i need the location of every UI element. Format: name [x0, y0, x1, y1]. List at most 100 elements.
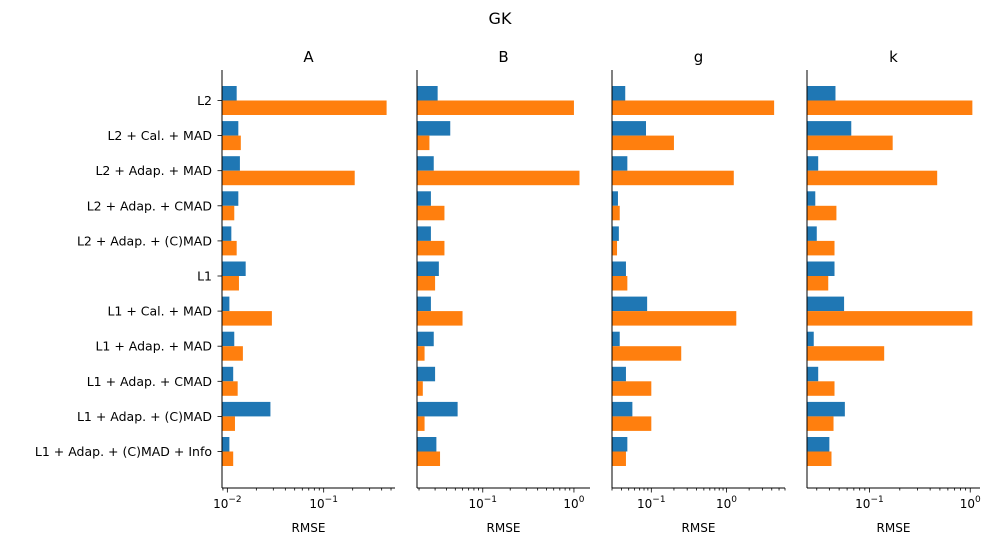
panel-title: g	[694, 48, 704, 66]
bar-series2	[222, 100, 387, 115]
bar-series2	[612, 451, 626, 466]
bar-series1	[612, 296, 648, 312]
bar-series1	[807, 296, 845, 312]
bar-series2	[417, 240, 445, 256]
bar-series1	[417, 366, 436, 382]
bar-series1	[612, 121, 647, 136]
category-label: L2 + Adap. + (C)MAD	[77, 233, 212, 248]
bar-series1	[222, 401, 271, 417]
bar-series1	[807, 156, 819, 171]
category-label: L1 + Cal. + MAD	[107, 304, 212, 319]
bar-series2	[612, 346, 682, 361]
bar-series2	[222, 205, 235, 221]
bar-series1	[807, 86, 836, 101]
bar-series2	[222, 240, 237, 256]
x-axis-label: RMSE	[682, 521, 716, 535]
bar-series2	[807, 451, 832, 466]
bar-series2	[222, 135, 241, 151]
bar-series2	[612, 381, 652, 396]
bar-series2	[417, 205, 445, 221]
x-tick-label: 10−1	[855, 495, 884, 511]
bar-series1	[612, 401, 633, 417]
panel-title: A	[303, 48, 314, 66]
bar-series2	[417, 100, 574, 115]
category-label: L2 + Adap. + CMAD	[87, 198, 212, 213]
bar-series2	[417, 276, 436, 291]
x-axis-label: RMSE	[877, 521, 911, 535]
bar-series2	[612, 170, 734, 186]
bar-series2	[807, 311, 973, 326]
category-label: L1	[197, 269, 212, 284]
bar-series2	[807, 276, 829, 291]
bar-series2	[807, 416, 834, 431]
x-tick-label: 10−1	[468, 495, 497, 511]
x-axis-label: RMSE	[292, 521, 326, 535]
category-label: L1 + Adap. + CMAD	[87, 374, 212, 389]
bar-series2	[807, 346, 885, 361]
bar-series1	[222, 191, 239, 206]
bar-series2	[807, 135, 893, 151]
bar-series2	[417, 346, 425, 361]
panel-B: B 10−1 100 RMSE	[416, 48, 590, 535]
bar-series1	[222, 261, 246, 276]
bar-series2	[612, 311, 737, 326]
bar-series2	[612, 416, 652, 431]
bar-series1	[417, 191, 431, 206]
x-tick-label: 10−1	[637, 495, 666, 511]
category-label: L1 + Adap. + (C)MAD	[77, 409, 212, 424]
bar-series1	[222, 296, 230, 312]
bar-series1	[417, 261, 439, 276]
bar-series2	[612, 100, 775, 115]
bar-series2	[417, 311, 463, 326]
bar-series1	[222, 226, 232, 241]
category-label: L2 + Adap. + MAD	[95, 163, 212, 178]
bar-series1	[417, 401, 458, 417]
bar-series2	[612, 205, 620, 221]
x-axis-label: RMSE	[487, 521, 521, 535]
bar-series1	[612, 191, 618, 206]
panel-title: k	[889, 48, 898, 66]
bar-series1	[417, 156, 434, 171]
bar-series2	[417, 416, 425, 431]
bar-series2	[612, 135, 674, 151]
x-tick-label: 10−1	[309, 495, 338, 511]
bar-series1	[612, 156, 628, 171]
x-tick-label: 10−2	[213, 495, 242, 511]
bar-series1	[612, 437, 628, 452]
bar-series2	[807, 381, 835, 396]
bar-series1	[807, 226, 817, 241]
bar-series2	[222, 416, 235, 431]
category-label: L1 + Adap. + (C)MAD + Info	[35, 444, 212, 459]
bar-series1	[807, 401, 845, 417]
bar-series1	[807, 191, 816, 206]
x-tick-label: 100	[563, 495, 584, 511]
bar-series1	[417, 86, 438, 101]
bar-series1	[612, 261, 626, 276]
bar-series2	[222, 346, 243, 361]
bar-series1	[807, 261, 835, 276]
panel-A: A 10−2 10−1 RMSE L2 L2 + Cal. + MAD L2 + Adap.…	[35, 48, 395, 535]
bar-series2	[612, 240, 618, 256]
category-label: L2 + Cal. + MAD	[107, 128, 212, 143]
bar-series2	[807, 205, 837, 221]
bar-series2	[807, 240, 835, 256]
bar-series1	[222, 366, 234, 382]
bar-series2	[807, 170, 938, 186]
category-label: L1 + Adap. + MAD	[95, 339, 212, 354]
bar-series1	[807, 121, 852, 136]
bar-series1	[807, 437, 830, 452]
bar-series1	[417, 296, 431, 312]
bar-series2	[222, 311, 272, 326]
bar-series1	[417, 331, 434, 347]
bar-series1	[612, 86, 626, 101]
bar-series2	[222, 381, 238, 396]
bar-series1	[417, 437, 437, 452]
bar-series1	[222, 121, 239, 136]
bar-series1	[417, 226, 431, 241]
bar-series1	[222, 156, 240, 171]
bar-series2	[222, 170, 355, 186]
bar-series2	[807, 100, 973, 115]
bar-series1	[807, 331, 814, 347]
x-tick-label: 100	[716, 495, 737, 511]
